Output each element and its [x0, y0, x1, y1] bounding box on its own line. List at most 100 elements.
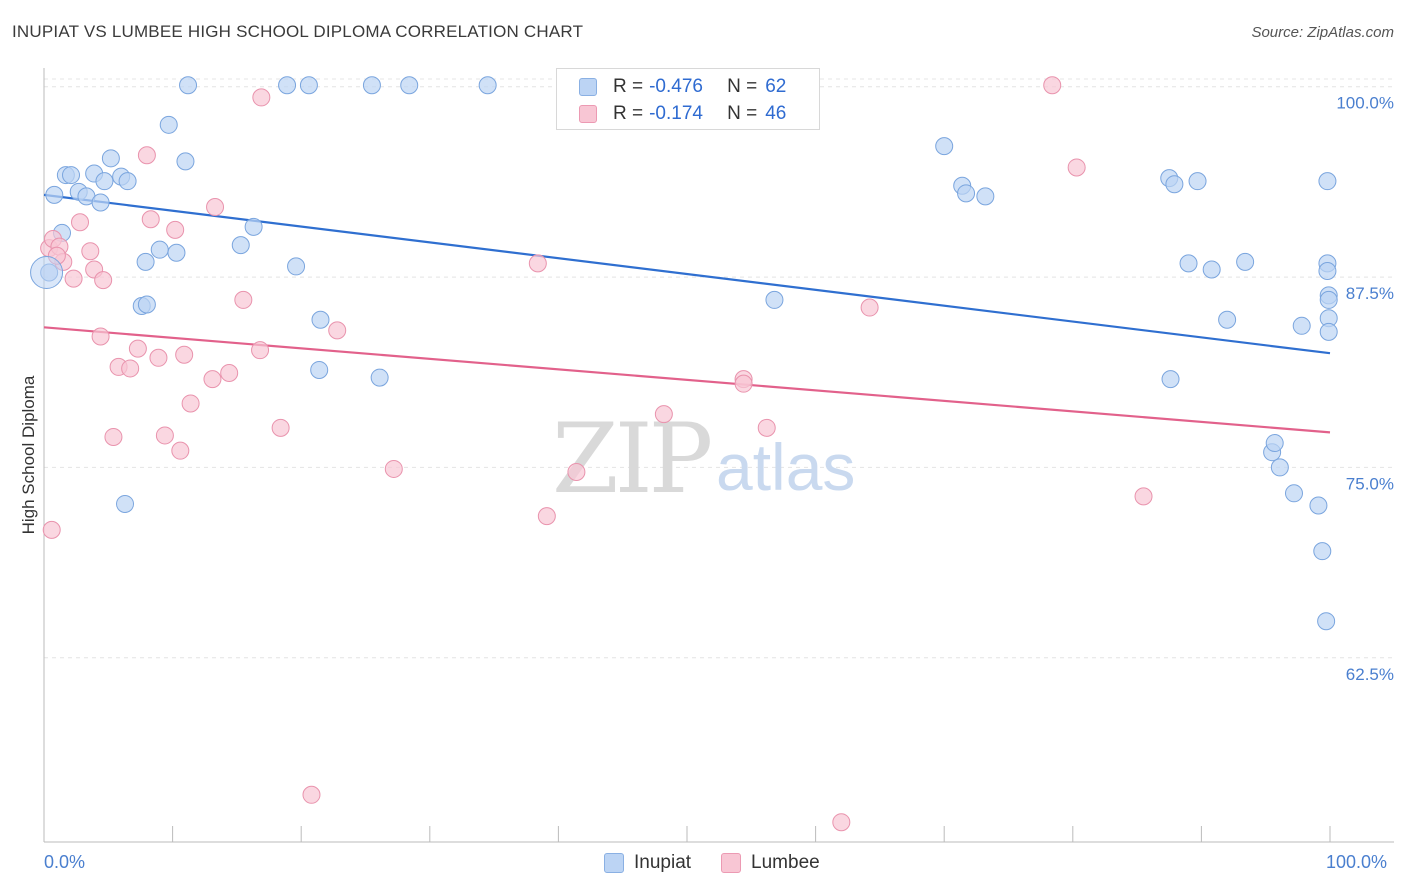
lumbee-point — [150, 349, 167, 366]
inupiat-point — [137, 253, 154, 270]
inupiat-point — [279, 77, 296, 94]
lumbee-point — [92, 328, 109, 345]
inupiat-point — [479, 77, 496, 94]
r-value: -0.174 — [649, 103, 727, 125]
inupiat-point — [232, 237, 249, 254]
inupiat-point — [102, 150, 119, 167]
legend-item-inupiat[interactable]: Inupiat — [604, 852, 691, 874]
lumbee-point — [167, 221, 184, 238]
r-label: R = — [613, 103, 643, 125]
inupiat-legend-swatch — [604, 853, 624, 873]
inupiat-point — [1266, 435, 1283, 452]
inupiat-point — [1189, 173, 1206, 190]
n-value: 46 — [765, 103, 786, 125]
lumbee-point — [385, 460, 402, 477]
y-tick-label: 87.5% — [1346, 284, 1394, 303]
lumbee-point — [182, 395, 199, 412]
y-tick-label: 75.0% — [1346, 474, 1394, 493]
lumbee-point — [538, 508, 555, 525]
inupiat-point — [1319, 262, 1336, 279]
inupiat-point — [1219, 311, 1236, 328]
lumbee-point — [65, 270, 82, 287]
lumbee-point — [43, 521, 60, 538]
inupiat-point — [96, 173, 113, 190]
legend-row-inupiat: R = -0.476 N = 62 — [579, 75, 786, 99]
inupiat-trend-line — [44, 195, 1330, 353]
y-tick-label: 100.0% — [1336, 94, 1394, 113]
inupiat-point — [63, 167, 80, 184]
lumbee-point — [1068, 159, 1085, 176]
inupiat-point — [1166, 176, 1183, 193]
inupiat-point — [1271, 459, 1288, 476]
x-axis-max-label: 100.0% — [1326, 852, 1387, 873]
inupiat-point — [311, 361, 328, 378]
lumbee-swatch — [579, 105, 597, 123]
r-value: -0.476 — [649, 76, 727, 98]
lumbee-point — [252, 342, 269, 359]
watermark: ZIP atlas — [552, 403, 855, 515]
lumbee-point — [105, 428, 122, 445]
inupiat-point — [168, 244, 185, 261]
inupiat-point — [766, 291, 783, 308]
inupiat-point — [160, 116, 177, 133]
inupiat-point — [31, 257, 63, 289]
series-legend: Inupiat Lumbee — [604, 852, 850, 874]
lumbee-point — [82, 243, 99, 260]
lumbee-point — [207, 199, 224, 216]
inupiat-swatch — [579, 78, 597, 96]
inupiat-point — [1310, 497, 1327, 514]
inupiat-legend-label: Inupiat — [634, 852, 691, 874]
watermark-zip: ZIP — [552, 403, 711, 515]
gridlines — [44, 79, 1394, 658]
inupiat-point — [312, 311, 329, 328]
inupiat-point — [151, 241, 168, 258]
inupiat-point — [1162, 371, 1179, 388]
x-axis-min-label: 0.0% — [44, 852, 85, 873]
lumbee-point — [833, 814, 850, 831]
n-label: N = — [727, 103, 757, 125]
r-label: R = — [613, 76, 643, 98]
inupiat-point — [1320, 291, 1337, 308]
lumbee-point — [142, 211, 159, 228]
lumbee-point — [329, 322, 346, 339]
lumbee-point — [303, 786, 320, 803]
inupiat-point — [1318, 613, 1335, 630]
inupiat-point — [1203, 261, 1220, 278]
lumbee-point — [655, 406, 672, 423]
lumbee-point — [156, 427, 173, 444]
inupiat-point — [1320, 323, 1337, 340]
lumbee-point — [72, 214, 89, 231]
lumbee-point — [529, 255, 546, 272]
legend-item-lumbee[interactable]: Lumbee — [721, 852, 820, 874]
n-label: N = — [727, 76, 757, 98]
lumbee-point — [138, 147, 155, 164]
lumbee-point — [1044, 77, 1061, 94]
inupiat-point — [1314, 543, 1331, 560]
lumbee-point — [176, 346, 193, 363]
lumbee-point — [129, 340, 146, 357]
inupiat-point — [245, 218, 262, 235]
inupiat-point — [1319, 173, 1336, 190]
stats-legend: R = -0.476 N = 62 R = -0.174 N = 46 — [556, 68, 820, 130]
inupiat-point — [119, 173, 136, 190]
lumbee-point — [568, 463, 585, 480]
inupiat-point — [977, 188, 994, 205]
inupiat-point — [936, 138, 953, 155]
inupiat-point — [92, 194, 109, 211]
lumbee-point — [1135, 488, 1152, 505]
trend-lines — [44, 195, 1330, 433]
inupiat-point — [1285, 485, 1302, 502]
inupiat-point — [138, 296, 155, 313]
inupiat-point — [1180, 255, 1197, 272]
lumbee-legend-swatch — [721, 853, 741, 873]
inupiat-point — [288, 258, 305, 275]
inupiat-point — [180, 77, 197, 94]
inupiat-point — [958, 185, 975, 202]
legend-row-lumbee: R = -0.174 N = 46 — [579, 102, 786, 126]
lumbee-point — [758, 419, 775, 436]
scatter-plot: ZIP atlas 100.0%87.5%75.0%62.5% — [0, 0, 1406, 892]
inupiat-point — [177, 153, 194, 170]
lumbee-point — [122, 360, 139, 377]
inupiat-point — [1237, 253, 1254, 270]
lumbee-point — [204, 371, 221, 388]
